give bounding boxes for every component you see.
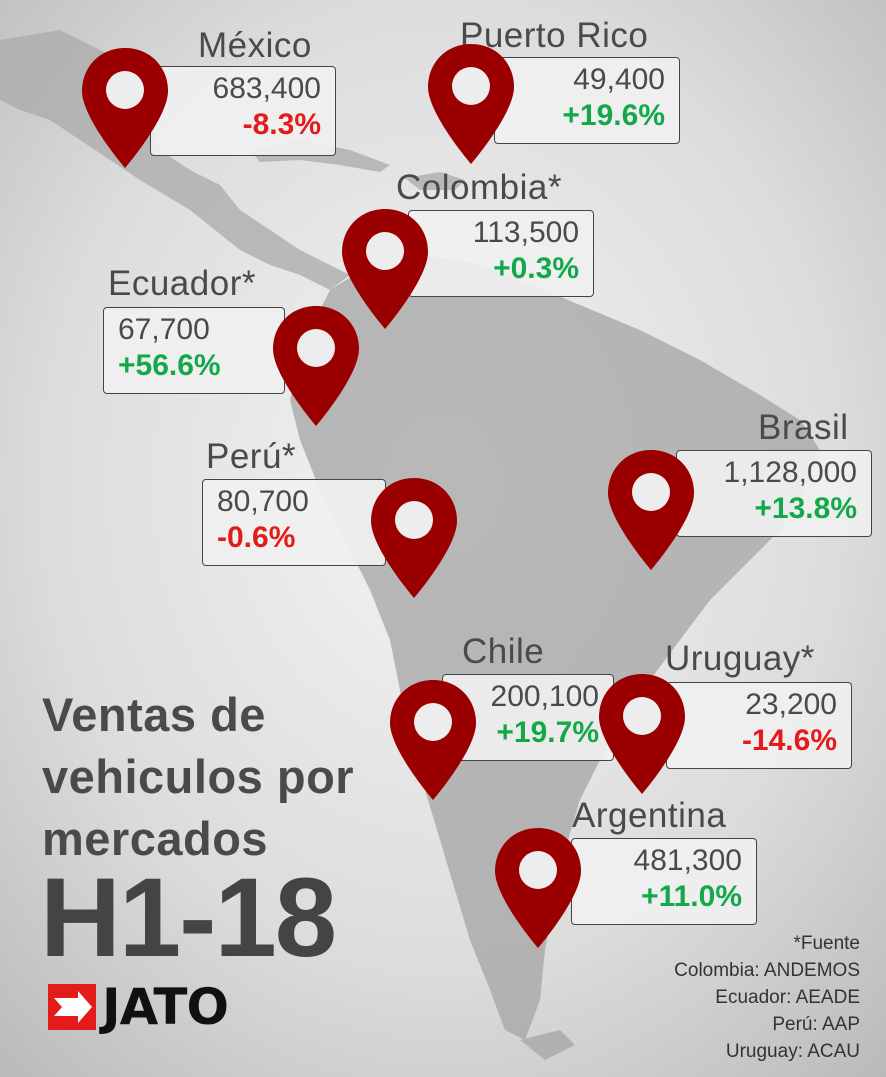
sales-value: 683,400 [212, 72, 321, 105]
sales-box: 1,128,000 +13.8% [676, 450, 872, 537]
source-line: Ecuador: AEADE [715, 987, 860, 1008]
source-notes: *Fuente Colombia: ANDEMOS Ecuador: AEADE… [674, 930, 860, 1065]
sales-value: 113,500 [472, 216, 579, 249]
sales-box: 80,700 -0.6% [202, 479, 386, 566]
source-line: Perú: AAP [772, 1014, 860, 1035]
jato-arrow-logo-icon [48, 984, 96, 1030]
infographic-title: Ventas de vehiculos por mercados [42, 684, 354, 870]
hispaniola-island [405, 172, 465, 190]
country-name: Puerto Rico [460, 16, 649, 55]
change-value: +19.7% [496, 716, 599, 749]
title-line: vehiculos por [42, 750, 355, 803]
change-value: -8.3% [242, 108, 321, 141]
country-name: Argentina [572, 796, 727, 835]
source-line: Uruguay: ACAU [725, 1041, 860, 1062]
sales-box: 49,400 +19.6% [494, 57, 680, 144]
sales-value: 23,200 [745, 688, 837, 721]
sales-box: 113,500 +0.3% [408, 210, 594, 297]
sales-value: 49,400 [573, 63, 665, 96]
change-value: -0.6% [217, 521, 296, 554]
country-name: Chile [462, 632, 545, 671]
title-line: Ventas de [42, 688, 266, 741]
sales-box: 481,300 +11.0% [571, 838, 757, 925]
change-value: +19.6% [562, 99, 665, 132]
map-pin-icon [342, 209, 428, 329]
map-pin-icon [82, 48, 168, 168]
sales-value: 1,128,000 [723, 456, 857, 489]
sales-value: 481,300 [633, 844, 742, 877]
map-pin-icon [371, 478, 457, 598]
change-value: +13.8% [754, 492, 857, 525]
title-line: mercados [42, 812, 269, 865]
map-pin-icon [495, 828, 581, 948]
country-name: Brasil [758, 408, 849, 447]
logo-text: JATO [102, 978, 229, 1036]
map-pin-icon [428, 44, 514, 164]
map-pin-icon [273, 306, 359, 426]
sales-value: 200,100 [490, 680, 599, 713]
sales-box: 67,700 +56.6% [103, 307, 285, 394]
sales-value: 67,700 [118, 313, 210, 346]
country-name: Perú* [206, 437, 297, 476]
map-pin-icon [608, 450, 694, 570]
country-name: Uruguay* [665, 639, 815, 678]
country-name: Ecuador* [108, 264, 256, 303]
sales-value: 80,700 [217, 485, 309, 518]
source-line: *Fuente [793, 933, 860, 954]
change-value: +0.3% [493, 252, 579, 285]
tierra-del-fuego [520, 1030, 575, 1060]
sales-box: 683,400 -8.3% [150, 66, 336, 156]
change-value: -14.6% [741, 724, 837, 757]
map-pin-icon [390, 680, 476, 800]
period-label: H1-18 [40, 855, 337, 980]
map-pin-icon [599, 674, 685, 794]
change-value: +56.6% [118, 349, 221, 382]
sales-box: 23,200 -14.6% [666, 682, 852, 769]
country-name: Colombia* [396, 168, 562, 207]
source-line: Colombia: ANDEMOS [674, 960, 860, 981]
country-name: México [198, 26, 312, 65]
jato-logo: JATO [48, 978, 229, 1036]
change-value: +11.0% [641, 880, 742, 913]
